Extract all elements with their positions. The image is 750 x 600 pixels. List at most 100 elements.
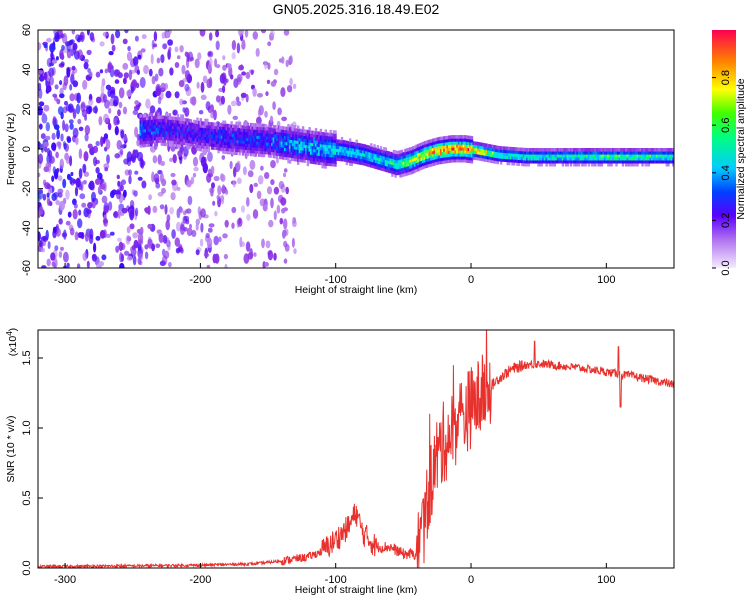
heatmap-cell bbox=[215, 140, 219, 145]
heatmap-cell bbox=[436, 152, 440, 156]
heatmap-cell bbox=[44, 145, 48, 153]
heatmap-cell bbox=[267, 127, 271, 131]
heatmap-cell bbox=[374, 159, 378, 164]
heatmap-cell bbox=[508, 155, 511, 160]
heatmap-cell bbox=[641, 154, 644, 158]
heatmap-cell bbox=[188, 145, 191, 150]
heatmap-cell bbox=[274, 154, 277, 159]
heatmap-cell bbox=[339, 139, 342, 144]
heatmap-cell bbox=[280, 87, 286, 98]
heatmap-cell bbox=[163, 121, 167, 126]
heatmap-cell bbox=[362, 146, 365, 151]
heatmap-cell bbox=[311, 145, 314, 150]
heatmap-cell bbox=[206, 136, 209, 141]
heatmap-cell bbox=[227, 141, 230, 146]
heatmap-cell bbox=[66, 174, 72, 181]
heatmap-cell bbox=[423, 164, 427, 169]
heatmap-cell bbox=[159, 204, 165, 210]
heatmap-cell bbox=[306, 156, 310, 161]
heatmap-cell bbox=[415, 147, 418, 152]
heatmap-cell bbox=[264, 124, 267, 128]
heatmap-cell bbox=[331, 162, 334, 167]
heatmap-cell bbox=[540, 148, 543, 152]
heatmap-cell bbox=[449, 138, 452, 142]
heatmap-cell bbox=[425, 164, 428, 168]
heatmap-cell bbox=[412, 166, 415, 171]
heatmap-cell bbox=[56, 168, 60, 173]
heatmap-cell bbox=[217, 134, 220, 139]
heatmap-cell bbox=[251, 134, 254, 139]
heatmap-cell bbox=[470, 139, 474, 143]
heatmap-cell bbox=[150, 134, 154, 138]
heatmap-cell bbox=[222, 132, 225, 136]
heatmap-cell bbox=[277, 137, 280, 142]
heatmap-cell bbox=[561, 162, 565, 167]
heatmap-cell bbox=[183, 141, 186, 146]
heatmap-cell bbox=[79, 193, 86, 200]
heatmap-cell bbox=[253, 138, 256, 142]
heatmap-cell bbox=[456, 141, 459, 145]
heatmap-cell bbox=[147, 116, 150, 121]
heatmap-cell bbox=[248, 146, 251, 151]
heatmap-cell bbox=[366, 160, 370, 164]
heatmap-cell bbox=[573, 154, 576, 158]
heatmap-cell bbox=[290, 148, 293, 152]
heatmap-cell bbox=[550, 162, 553, 167]
heatmap-cell bbox=[504, 158, 508, 162]
heatmap-cell bbox=[46, 192, 50, 198]
heatmap-cell bbox=[159, 172, 164, 184]
heatmap-cell bbox=[196, 141, 199, 145]
heatmap-cell bbox=[209, 125, 212, 129]
heatmap-cell bbox=[564, 151, 568, 155]
heatmap-cell bbox=[95, 71, 101, 78]
heatmap-cell bbox=[469, 147, 472, 152]
heatmap-cell bbox=[45, 135, 51, 141]
heatmap-cell bbox=[545, 159, 548, 164]
heatmap-cell bbox=[410, 164, 414, 169]
heatmap-cell bbox=[275, 134, 279, 138]
heatmap-cell bbox=[448, 141, 451, 146]
heatmap-cell bbox=[347, 141, 350, 145]
heatmap-cell bbox=[74, 50, 80, 60]
heatmap-cell bbox=[392, 167, 396, 172]
heatmap-cell bbox=[125, 234, 131, 245]
heatmap-cell bbox=[410, 161, 414, 166]
heatmap-cell bbox=[589, 148, 592, 152]
heatmap-cell bbox=[590, 159, 594, 164]
heatmap-cell bbox=[179, 45, 184, 53]
heatmap-cell bbox=[204, 118, 207, 123]
heatmap-cell bbox=[159, 121, 162, 125]
heatmap-cell bbox=[475, 150, 478, 155]
heatmap-cell bbox=[266, 150, 269, 155]
heatmap-cell bbox=[123, 189, 127, 198]
heatmap-cell bbox=[199, 238, 204, 247]
heatmap-cell bbox=[631, 159, 634, 164]
heatmap-cell bbox=[456, 144, 459, 148]
heatmap-cell bbox=[392, 164, 396, 169]
heatmap-cell bbox=[662, 148, 665, 152]
heatmap-cell bbox=[626, 154, 629, 158]
heatmap-cell bbox=[665, 151, 668, 155]
heatmap-cell bbox=[293, 145, 297, 150]
heatmap-cell bbox=[605, 159, 608, 164]
heatmap-cell bbox=[526, 151, 529, 155]
heatmap-cell bbox=[178, 207, 184, 214]
heatmap-cell bbox=[470, 142, 474, 146]
heatmap-cell bbox=[256, 123, 259, 127]
heatmap-cell bbox=[289, 77, 293, 86]
heatmap-cell bbox=[373, 159, 376, 163]
spectrogram-x-label: Height of straight line (km) bbox=[295, 284, 418, 296]
heatmap-cell bbox=[157, 124, 160, 128]
heatmap-cell bbox=[363, 144, 366, 148]
heatmap-cell bbox=[170, 128, 173, 132]
heatmap-cell bbox=[495, 154, 498, 158]
heatmap-cell bbox=[290, 133, 293, 138]
heatmap-cell bbox=[262, 141, 266, 146]
heatmap-cell bbox=[201, 130, 204, 134]
heatmap-cell bbox=[310, 136, 313, 140]
heatmap-cell bbox=[327, 162, 331, 166]
heatmap-cell bbox=[374, 156, 378, 161]
heatmap-cell bbox=[279, 217, 284, 225]
heatmap-cell bbox=[287, 144, 290, 149]
heatmap-cell bbox=[38, 231, 41, 242]
